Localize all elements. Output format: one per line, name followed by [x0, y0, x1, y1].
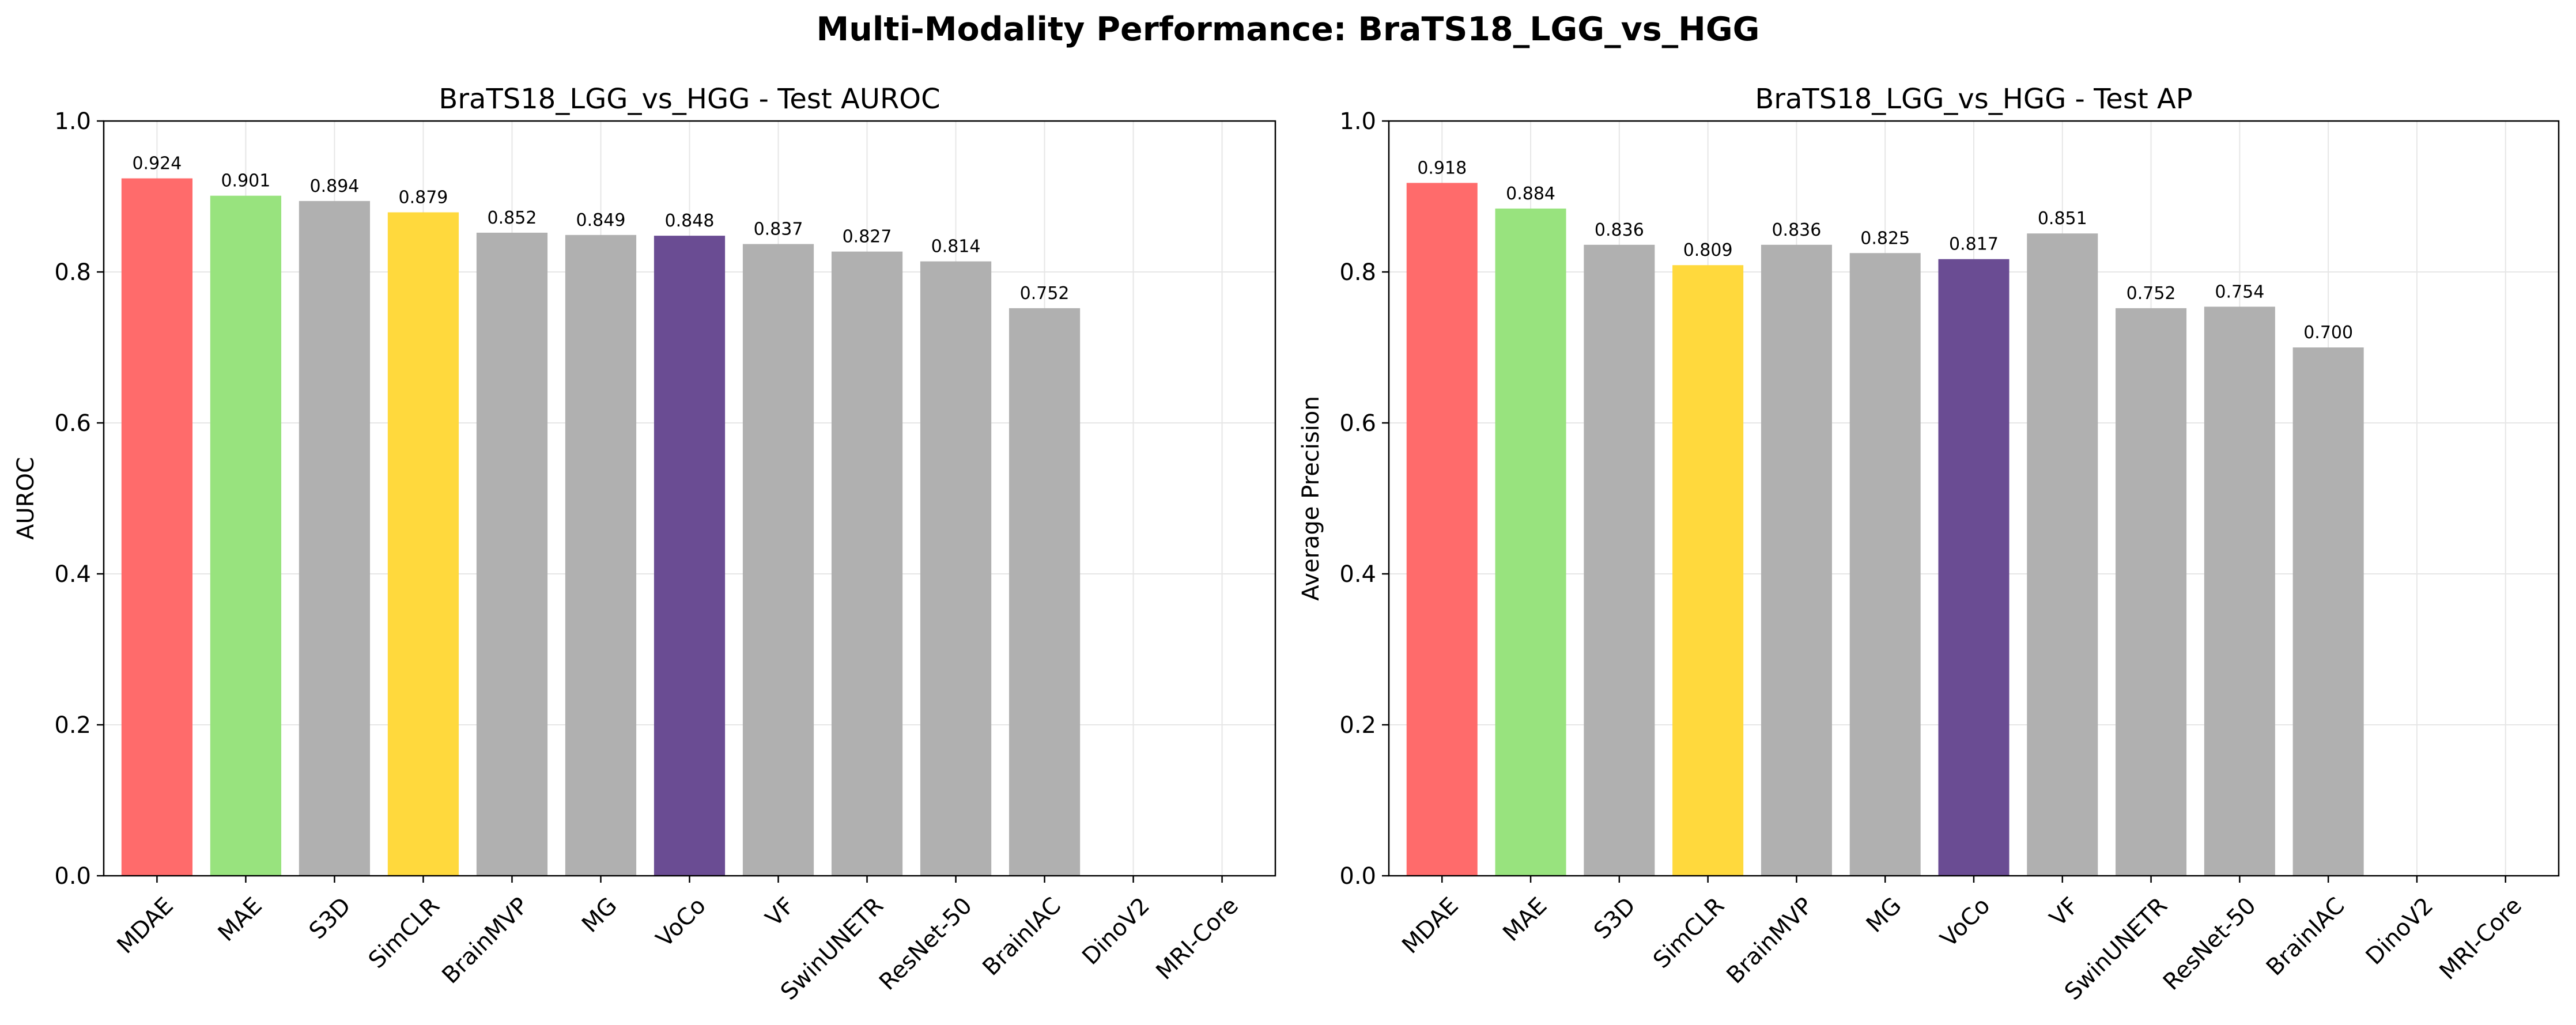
x-tick-label: ResNet-50: [874, 892, 977, 996]
data-label: 0.918: [1417, 158, 1467, 178]
data-label: 0.849: [576, 210, 626, 230]
data-label: 0.836: [1772, 220, 1821, 240]
y-tick-label: 0.2: [1339, 712, 1376, 739]
x-tick-label: VoCo: [651, 892, 711, 952]
data-label: 0.924: [132, 154, 182, 174]
data-label: 0.836: [1595, 220, 1644, 240]
data-label: 0.752: [2126, 283, 2176, 304]
data-label: 0.825: [1860, 228, 1910, 248]
figure-title: Multi-Modality Performance: BraTS18_LGG_…: [816, 10, 1760, 48]
data-label: 0.752: [1020, 283, 1070, 304]
bar-simclr: [1672, 265, 1744, 876]
bar-swinunetr: [2116, 308, 2187, 876]
data-label: 0.852: [488, 208, 537, 228]
bar-s3d: [1584, 244, 1655, 876]
bar-mdae: [121, 178, 193, 876]
bar-resnet-50: [2204, 307, 2275, 876]
y-tick-label: 0.6: [1339, 410, 1376, 437]
y-tick-label: 0.4: [54, 561, 91, 588]
y-tick-label: 0.8: [1339, 259, 1376, 286]
bar-vf: [742, 244, 814, 876]
x-tick-label: MRI-Core: [2435, 892, 2528, 985]
x-tick-label: S3D: [1589, 892, 1641, 944]
data-label: 0.837: [754, 220, 803, 240]
x-tick-label: VF: [2045, 892, 2084, 932]
bar-swinunetr: [831, 251, 903, 876]
bar-s3d: [299, 201, 371, 876]
bar-brainiac: [2292, 347, 2364, 876]
bar-mdae: [1406, 183, 1478, 876]
x-tick-label: BrainMVP: [437, 892, 533, 989]
x-tick-label: MDAE: [1397, 892, 1463, 959]
x-tick-label: DinoV2: [2361, 892, 2439, 970]
data-label: 0.901: [221, 171, 270, 191]
y-axis-label: AUROC: [13, 457, 39, 540]
x-tick-label: BrainIAC: [977, 892, 1066, 981]
x-tick-label: MG: [577, 892, 622, 938]
bar-mg: [565, 234, 637, 876]
data-label: 0.848: [665, 211, 715, 231]
data-label: 0.700: [2303, 323, 2353, 343]
data-label: 0.809: [1683, 240, 1733, 260]
y-tick-label: 0.0: [1339, 863, 1376, 890]
data-label: 0.879: [399, 188, 448, 208]
y-axis-label: Average Precision: [1298, 396, 1324, 600]
chart-title: BraTS18_LGG_vs_HGG - Test AP: [1755, 83, 2192, 115]
x-tick-label: S3D: [304, 892, 356, 944]
data-label: 0.884: [1506, 184, 1555, 204]
y-tick-label: 1.0: [54, 108, 91, 135]
data-label: 0.817: [1949, 234, 1999, 255]
bar-simclr: [387, 212, 459, 876]
bar-brainiac: [1009, 308, 1081, 876]
x-tick-label: MG: [1861, 892, 1907, 938]
data-label: 0.814: [931, 237, 981, 257]
bar-voco: [654, 236, 726, 876]
x-tick-label: DinoV2: [1077, 892, 1155, 970]
x-tick-label: MDAE: [112, 892, 178, 959]
x-tick-label: BrainIAC: [2261, 892, 2350, 981]
y-tick-label: 0.6: [54, 410, 91, 437]
bar-mg: [1849, 253, 1921, 876]
data-label: 0.894: [309, 176, 359, 196]
x-tick-label: VF: [761, 892, 800, 932]
data-label: 0.754: [2215, 282, 2264, 302]
x-tick-label: VoCo: [1935, 892, 1995, 952]
bar-voco: [1938, 259, 2010, 876]
bar-mae: [210, 195, 282, 876]
y-tick-label: 0.4: [1339, 561, 1376, 588]
y-tick-label: 0.8: [54, 259, 91, 286]
y-tick-label: 1.0: [1339, 108, 1376, 135]
data-label: 0.851: [2038, 209, 2087, 229]
chart-title: BraTS18_LGG_vs_HGG - Test AUROC: [439, 83, 940, 115]
bar-brainmvp: [1761, 244, 1832, 876]
x-tick-label: SimCLR: [364, 892, 445, 974]
bar-brainmvp: [476, 232, 548, 876]
y-tick-label: 0.0: [54, 863, 91, 890]
bar-resnet-50: [920, 261, 992, 876]
x-tick-label: ResNet-50: [2158, 892, 2261, 996]
bar-vf: [2027, 233, 2098, 876]
x-tick-label: MAE: [1498, 892, 1552, 947]
data-label: 0.827: [843, 227, 892, 247]
bar-mae: [1495, 208, 1566, 876]
x-tick-label: SimCLR: [1648, 892, 1729, 974]
x-tick-label: MAE: [213, 892, 267, 947]
y-tick-label: 0.2: [54, 712, 91, 739]
x-tick-label: MRI-Core: [1151, 892, 1244, 985]
x-tick-label: BrainMVP: [1721, 892, 1818, 989]
